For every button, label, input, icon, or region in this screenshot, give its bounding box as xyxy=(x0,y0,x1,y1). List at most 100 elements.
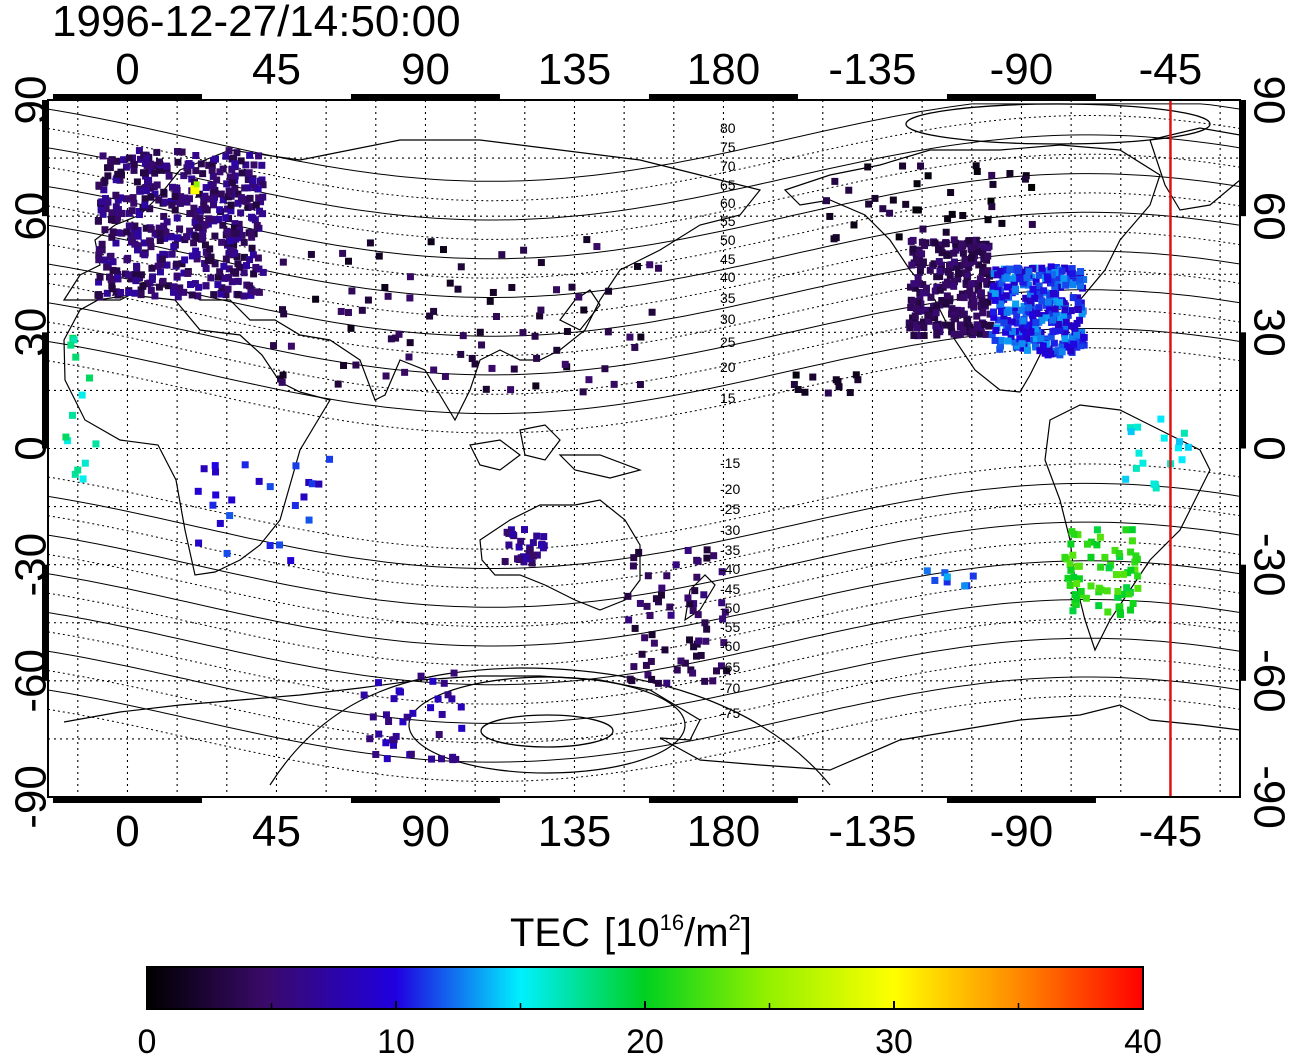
tec-point xyxy=(227,201,235,209)
tec-point xyxy=(563,327,571,335)
longitude-tick-label-bottom: -135 xyxy=(828,807,916,856)
tec-point xyxy=(1051,297,1059,305)
contour-label: -70 xyxy=(720,680,740,696)
tec-point xyxy=(966,259,974,267)
tec-point xyxy=(718,568,726,576)
tec-point xyxy=(1116,609,1124,617)
tec-point xyxy=(259,181,267,189)
tec-point xyxy=(950,314,958,322)
contour-label: -35 xyxy=(720,542,740,558)
tec-point xyxy=(248,244,256,252)
tec-point xyxy=(1160,434,1168,442)
tec-point xyxy=(905,319,913,327)
tec-point xyxy=(979,268,987,276)
tec-point xyxy=(907,303,915,311)
tec-point xyxy=(221,274,229,282)
tec-point xyxy=(1114,593,1122,601)
tec-point xyxy=(252,201,260,209)
tec-point xyxy=(102,205,110,213)
tec-point xyxy=(1026,299,1034,307)
tec-point xyxy=(434,695,442,703)
tec-point xyxy=(1014,267,1022,275)
tec-point xyxy=(106,253,114,261)
tec-point xyxy=(1038,264,1046,272)
tec-point xyxy=(646,612,654,620)
tec-point xyxy=(112,239,120,247)
tec-point xyxy=(1069,607,1077,615)
tec-point xyxy=(352,361,360,369)
tec-point xyxy=(635,548,643,556)
tec-point xyxy=(915,248,923,256)
tec-point xyxy=(212,491,220,499)
frame-segment xyxy=(350,797,500,803)
tec-point xyxy=(202,282,210,290)
tec-point xyxy=(114,229,122,237)
tec-point xyxy=(127,275,135,283)
tec-point xyxy=(1122,526,1130,534)
tec-point xyxy=(917,262,925,270)
contour-label: -65 xyxy=(720,659,740,675)
tec-point xyxy=(201,241,209,249)
tec-point xyxy=(605,287,613,295)
coastline xyxy=(558,454,642,479)
tec-point xyxy=(994,271,1002,279)
tec-point xyxy=(701,619,709,627)
tec-point xyxy=(146,237,154,245)
latitude-tick-label-right: -60 xyxy=(1244,649,1292,713)
tec-point xyxy=(417,672,425,680)
tec-point xyxy=(1128,526,1136,534)
tec-point xyxy=(92,440,100,448)
tec-point xyxy=(1023,274,1031,282)
longitude-tick-label-bottom: 90 xyxy=(401,807,450,856)
tec-point xyxy=(116,176,124,184)
tec-point xyxy=(81,459,89,467)
tec-point xyxy=(908,261,916,269)
latitude-tick-label-right: 90 xyxy=(1244,76,1292,125)
tec-point xyxy=(1044,351,1052,359)
tec-point xyxy=(703,546,711,554)
tec-point xyxy=(663,679,671,687)
tec-point xyxy=(967,254,975,262)
tec-point xyxy=(935,258,943,266)
tec-point xyxy=(943,573,951,581)
tec-point xyxy=(103,289,111,297)
tec-point xyxy=(210,291,218,299)
tec-point xyxy=(1067,347,1075,355)
tec-point xyxy=(192,232,200,240)
tec-point xyxy=(633,262,641,270)
tec-point xyxy=(1127,548,1135,556)
contour-label: -75 xyxy=(720,705,740,721)
tec-point xyxy=(920,324,928,332)
tec-point xyxy=(1069,551,1077,559)
tec-point xyxy=(141,159,149,167)
longitude-tick-label-bottom: -45 xyxy=(1139,807,1203,856)
tec-point xyxy=(703,625,711,633)
tec-point xyxy=(540,533,548,541)
tec-point xyxy=(174,234,182,242)
latitude-tick-label-right: 0 xyxy=(1244,436,1292,460)
tec-point xyxy=(104,172,112,180)
tec-point xyxy=(865,200,873,208)
tec-point xyxy=(515,543,523,551)
tec-point xyxy=(1076,276,1084,284)
tec-point xyxy=(910,332,918,340)
coastline xyxy=(469,439,521,471)
tec-point xyxy=(1033,309,1041,317)
tec-point xyxy=(429,677,437,685)
tec-point xyxy=(1013,319,1021,327)
tec-point xyxy=(133,246,141,254)
tec-point xyxy=(895,233,903,241)
tec-point xyxy=(914,280,922,288)
tec-point xyxy=(1040,287,1048,295)
tec-point xyxy=(916,267,924,275)
tec-point xyxy=(254,185,262,193)
tec-point xyxy=(151,169,159,177)
tec-point xyxy=(218,284,226,292)
frame-segment xyxy=(42,564,48,681)
tec-point xyxy=(392,334,400,342)
tec-point xyxy=(1103,587,1111,595)
tec-point xyxy=(1080,276,1088,284)
tec-point xyxy=(450,669,458,677)
tec-point xyxy=(638,650,646,658)
